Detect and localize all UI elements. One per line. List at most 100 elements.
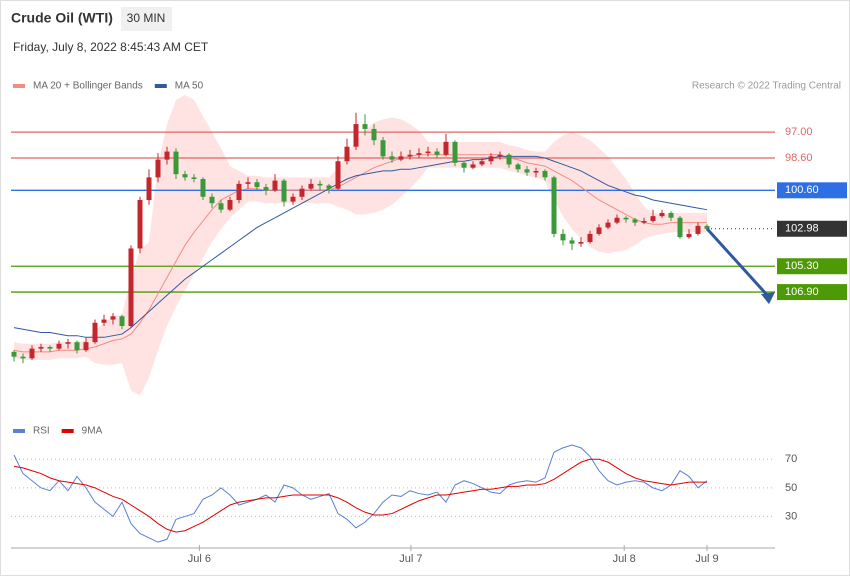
candle-body [641, 221, 647, 223]
legend-label: MA 20 + Bollinger Bands [33, 81, 143, 92]
candle-body [74, 342, 80, 351]
candle-body [695, 225, 701, 234]
candle-body [506, 154, 512, 165]
x-tick-label: Jul 6 [188, 553, 211, 565]
candle-body [317, 183, 323, 186]
candle-body [263, 187, 269, 191]
moving-average [13, 155, 708, 338]
candle-body [443, 141, 449, 155]
candle-body [551, 177, 557, 234]
candle-body [254, 182, 260, 188]
candle-body [335, 161, 341, 189]
candle-body [596, 227, 602, 234]
candle-body [344, 146, 350, 162]
legend-swatch [154, 84, 167, 88]
y-tick-label: 50 [785, 482, 797, 494]
x-tick-label: Jul 8 [613, 553, 636, 565]
candle-body [353, 124, 359, 147]
credit: Research © 2022 Trading Central [692, 81, 841, 92]
candle-body [389, 156, 395, 160]
candle-body [488, 156, 494, 162]
candle-body [137, 200, 143, 249]
candle-body [425, 151, 431, 154]
candle-body [200, 179, 206, 197]
candle-body [83, 342, 89, 351]
candle-body [191, 177, 197, 179]
candle-body [92, 322, 98, 343]
candle-body [542, 170, 548, 178]
level-badge [777, 284, 847, 301]
candle-body [515, 164, 521, 170]
level-label: 100.60 [785, 184, 819, 196]
candle-body [173, 151, 179, 175]
indicator-line [13, 458, 707, 533]
candle-body [560, 233, 566, 241]
legend-swatch [13, 429, 25, 433]
candle-body [497, 154, 503, 157]
level-badge [777, 182, 847, 199]
candle-body [299, 188, 305, 197]
candle-body [56, 343, 62, 349]
projection-arrow [705, 227, 771, 299]
timestamp: Friday, July 8, 2022 8:45:43 AM CET [13, 40, 209, 54]
candle-body [650, 216, 656, 221]
candle-body [578, 242, 584, 244]
candle-body [632, 219, 638, 223]
level-label: 98.60 [785, 152, 813, 164]
candle-body [452, 141, 458, 163]
legend-label: 9MA [82, 426, 103, 437]
candle-body [101, 319, 107, 323]
candle-body [236, 183, 242, 200]
candle-body [668, 212, 674, 218]
candle-body [146, 177, 152, 200]
candle-body [290, 196, 296, 202]
level-label: 106.90 [785, 286, 819, 298]
candle-body [326, 185, 332, 189]
candle-body [47, 347, 53, 349]
candle-body [398, 156, 404, 160]
bollinger-band [14, 95, 707, 396]
candle-body [110, 316, 116, 320]
candle-body [362, 124, 368, 129]
candle-body [308, 183, 314, 189]
legend-label: RSI [33, 426, 50, 437]
candle-body [29, 348, 35, 359]
legend-swatch [61, 429, 74, 433]
candle-body [470, 164, 476, 168]
candle-body [623, 217, 629, 220]
candle-body [569, 240, 575, 244]
legend-swatch [13, 84, 25, 88]
candle-body [38, 347, 44, 349]
candle-body [434, 151, 440, 155]
candle-body [119, 316, 125, 326]
candle-body [164, 151, 170, 160]
candle-body [461, 162, 467, 168]
candle-body [533, 170, 539, 173]
candle-body [245, 182, 251, 184]
candle-body [209, 196, 215, 204]
candle-body [65, 342, 71, 344]
candle-body [659, 212, 665, 217]
candle-body [128, 248, 134, 326]
level-label: 105.30 [785, 260, 819, 272]
candle-body [11, 351, 17, 357]
arrow-head [761, 292, 775, 305]
candle-body [704, 225, 710, 229]
interval: 30 MIN [127, 11, 166, 25]
candle-body [227, 200, 233, 210]
level-label: 102.98 [785, 223, 819, 235]
candle-body [281, 180, 287, 202]
candle-body [371, 128, 377, 141]
candle-body [416, 153, 422, 155]
candle-body [272, 180, 278, 191]
candle-body [182, 174, 188, 178]
candle-body [380, 140, 386, 157]
title: Crude Oil (WTI) [11, 10, 113, 26]
candle-body [155, 159, 161, 178]
x-tick-label: Jul 9 [695, 553, 718, 565]
level-label: 97.00 [785, 126, 813, 138]
candle-body [479, 161, 485, 165]
y-tick-label: 70 [785, 453, 797, 465]
candle-body [605, 222, 611, 228]
